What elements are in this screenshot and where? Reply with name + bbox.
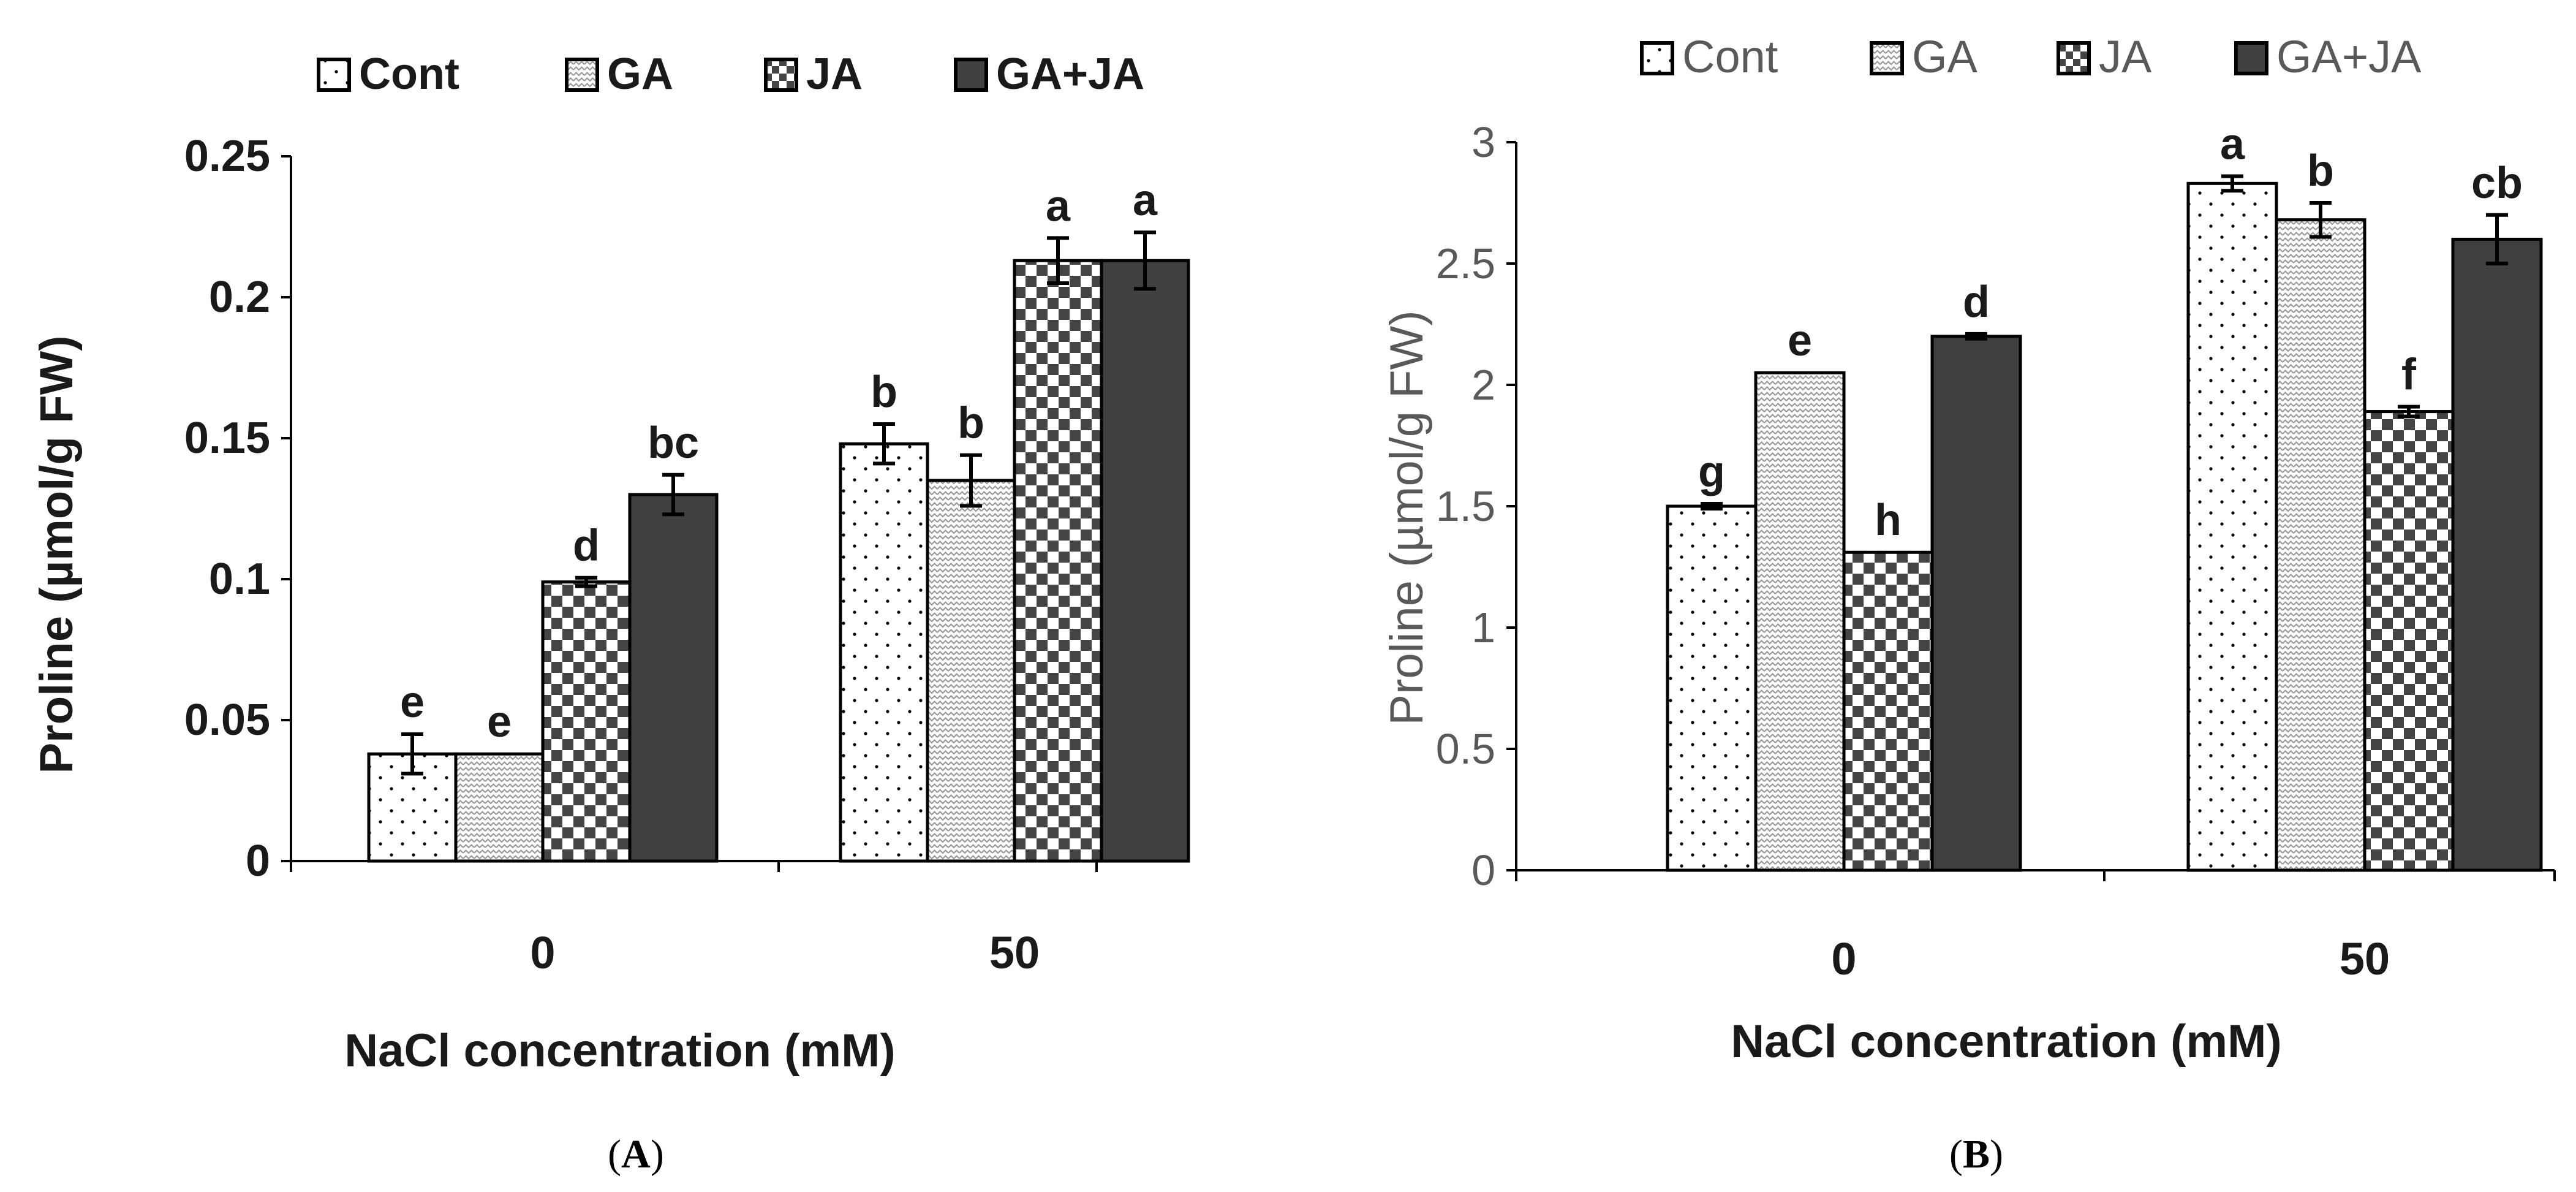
bar	[541, 580, 632, 863]
significance-letter: d	[1963, 278, 1990, 327]
panel-a-caption: (A)	[608, 1132, 664, 1177]
y-tick-label: 2	[1471, 361, 1495, 409]
x-tick-label: 0	[530, 927, 555, 978]
legend-swatch	[1870, 41, 1904, 75]
panel-a-chart: Cont GA JA GA+JA 00.050.10.150.20.250 50 ebe…	[31, 50, 1190, 1177]
legend-swatch	[1640, 41, 1674, 75]
bar	[1930, 335, 2022, 872]
y-tick-label: 0	[246, 837, 270, 886]
significance-letter: a	[1133, 176, 1158, 225]
panel-b-caption: (B)	[1949, 1132, 2003, 1177]
bar	[1013, 259, 1103, 863]
significance-letter: e	[1788, 316, 1812, 365]
legend-swatch	[565, 58, 599, 92]
panel-a-bars: e b e b d a bc a	[367, 176, 1190, 863]
y-tick-label: 0.25	[184, 132, 270, 181]
y-tick-label: 0.05	[184, 696, 270, 745]
significance-letter: d	[573, 522, 600, 571]
significance-letter: a	[1046, 181, 1071, 230]
legend-label: JA	[2099, 31, 2152, 82]
y-tick-label: 2.5	[1436, 240, 1495, 287]
legend-label: Cont	[359, 50, 459, 99]
bar	[628, 493, 719, 863]
legend-label: GA+JA	[2276, 31, 2422, 82]
panel-b-legend: Cont GA JA GA+JA	[1640, 31, 2422, 82]
legend-swatch	[954, 58, 988, 92]
significance-letter: e	[400, 678, 425, 727]
x-tick-label: 50	[989, 927, 1040, 978]
bar	[1666, 504, 1758, 872]
panel-a-x-axis-label: NaCl concentration (mM)	[344, 1025, 895, 1077]
significance-letter: bc	[648, 419, 699, 468]
x-tick-label: 0	[1831, 933, 1856, 984]
panel-b-x-axis-label: NaCl concentration (mM)	[1731, 1015, 2281, 1068]
panel-a-axes: 0 0.05 0.1 0.15 0.2 0.25 0 50	[184, 132, 1098, 978]
bar	[2363, 410, 2455, 872]
bar	[1842, 550, 1934, 872]
y-tick-label: 0.5	[1436, 725, 1495, 773]
legend-swatch	[317, 58, 351, 92]
panel-a-legend: Cont GA JA GA+JA	[317, 50, 1144, 99]
bar	[454, 752, 545, 863]
significance-letter: b	[2307, 146, 2334, 196]
panel-a-y-axis-label: Proline (µmol/g FW)	[31, 335, 83, 773]
significance-letter: e	[487, 697, 512, 746]
y-tick-label: 3	[1471, 118, 1495, 166]
panel-b-y-axis-label: Proline (µmol/g FW)	[1381, 310, 1433, 725]
significance-letter: h	[1875, 496, 1902, 545]
legend-label: Cont	[1682, 31, 1778, 82]
y-tick-label: 1.5	[1436, 482, 1495, 530]
bar	[2275, 218, 2366, 872]
significance-letter: a	[2220, 120, 2245, 169]
panel-b-bars: g a e b h f d cb	[1666, 120, 2543, 872]
significance-letter: b	[871, 368, 897, 417]
significance-letter: f	[2401, 351, 2417, 400]
legend-label: GA	[607, 50, 673, 99]
significance-letter: b	[958, 399, 984, 448]
bar	[1754, 371, 1846, 872]
bar	[839, 442, 929, 863]
bar	[2451, 237, 2543, 872]
panel-b-chart: Cont GA JA GA+JA 0 0.5 1 1.5 2 2.5 3 0 50 g a e b h f d cb…	[1381, 31, 2556, 1177]
bar	[1100, 259, 1190, 863]
legend-swatch	[2234, 41, 2268, 75]
bar	[926, 479, 1016, 863]
y-tick-label: 0.15	[184, 414, 270, 463]
panel-b-axes: 0 0.5 1 1.5 2 2.5 3 0 50	[1436, 118, 2556, 984]
legend-swatch	[2057, 41, 2091, 75]
y-tick-label: 0.1	[209, 555, 270, 604]
y-tick-label: 0	[1471, 846, 1495, 894]
legend-label: GA+JA	[996, 50, 1144, 99]
legend-swatch	[764, 58, 798, 92]
y-tick-label: 0.2	[209, 273, 270, 322]
significance-letter: g	[1698, 447, 1725, 496]
legend-label: GA	[1912, 31, 1978, 82]
legend-label: JA	[806, 50, 863, 99]
significance-letter: cb	[2471, 159, 2523, 208]
y-tick-label: 1	[1471, 604, 1495, 651]
x-tick-label: 50	[2340, 933, 2390, 984]
bar	[2186, 181, 2278, 872]
